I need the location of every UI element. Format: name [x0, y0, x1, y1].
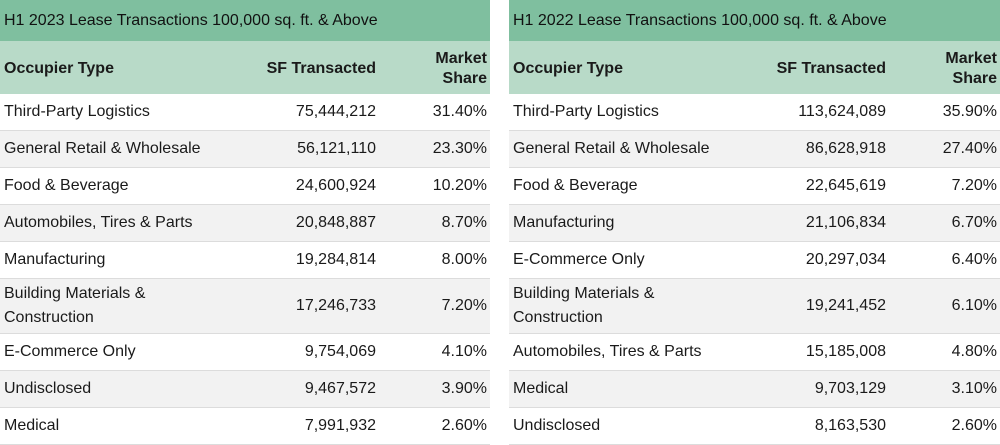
- market-share-cell: 7.20%: [951, 177, 997, 194]
- sf-transacted-cell: 9,467,572: [304, 380, 376, 397]
- table-row: Food & Beverage 24,600,924 10.20%: [0, 168, 490, 205]
- header-market-share-line2: Share: [952, 70, 997, 87]
- market-share-cell: 6.10%: [951, 297, 997, 314]
- sf-transacted-cell: 17,246,733: [295, 297, 376, 314]
- occupier-type-cell: Manufacturing: [513, 214, 615, 231]
- sf-transacted-cell: 9,703,129: [814, 380, 886, 397]
- sf-transacted-cell: 24,600,924: [295, 177, 376, 194]
- header-occupier-type: Occupier Type: [4, 60, 114, 77]
- table-title: H1 2023 Lease Transactions 100,000 sq. f…: [0, 0, 490, 41]
- occupier-type-cell: Automobiles, Tires & Parts: [4, 214, 193, 231]
- market-share-cell: 4.10%: [441, 343, 487, 360]
- table-row: Building Materials & Construction 19,241…: [509, 279, 1000, 334]
- occupier-type-cell: General Retail & Wholesale: [513, 140, 710, 157]
- occupier-type-cell: Medical: [4, 417, 60, 434]
- market-share-cell: 23.30%: [432, 140, 487, 157]
- table-row: Third-Party Logistics 113,624,089 35.90%: [509, 94, 1000, 131]
- market-share-cell: 6.70%: [951, 214, 997, 231]
- market-share-cell: 10.20%: [432, 177, 487, 194]
- header-row: Occupier Type SF Transacted Market Share: [0, 41, 490, 94]
- table-row: General Retail & Wholesale 86,628,918 27…: [509, 131, 1000, 168]
- table-row: E-Commerce Only 20,297,034 6.40%: [509, 242, 1000, 279]
- sf-transacted-cell: 86,628,918: [805, 140, 886, 157]
- header-market-share: Market Share: [945, 49, 997, 89]
- header-market-share-line1: Market: [945, 50, 997, 67]
- sf-transacted-cell: 113,624,089: [798, 103, 886, 120]
- table-row: Undisclosed 9,467,572 3.90%: [0, 371, 490, 408]
- sf-transacted-cell: 8,163,530: [814, 417, 886, 434]
- table-row: Food & Beverage 22,645,619 7.20%: [509, 168, 1000, 205]
- header-sf-transacted: SF Transacted: [776, 60, 886, 77]
- occupier-type-cell: Third-Party Logistics: [4, 103, 150, 120]
- header-row: Occupier Type SF Transacted Market Share: [509, 41, 1000, 94]
- occupier-type-cell: Building Materials & Construction: [4, 282, 145, 330]
- header-market-share: Market Share: [435, 49, 487, 89]
- market-share-cell: 3.10%: [951, 380, 997, 397]
- market-share-cell: 3.90%: [441, 380, 487, 397]
- occupier-type-cell: Automobiles, Tires & Parts: [513, 343, 702, 360]
- sf-transacted-cell: 19,241,452: [805, 297, 886, 314]
- table-row: Undisclosed 8,163,530 2.60%: [509, 408, 1000, 445]
- sf-transacted-cell: 22,645,619: [805, 177, 886, 194]
- occupier-type-line1: Building Materials &: [513, 285, 655, 302]
- table-row: Building Materials & Construction 17,246…: [0, 279, 490, 334]
- table-row: General Retail & Wholesale 56,121,110 23…: [0, 131, 490, 168]
- market-share-cell: 6.40%: [951, 251, 997, 268]
- occupier-type-cell: Food & Beverage: [513, 177, 638, 194]
- occupier-type-line2: Construction: [513, 309, 603, 326]
- market-share-cell: 2.60%: [441, 417, 487, 434]
- market-share-cell: 27.40%: [942, 140, 997, 157]
- table-row: Third-Party Logistics 75,444,212 31.40%: [0, 94, 490, 131]
- sf-transacted-cell: 75,444,212: [295, 103, 376, 120]
- h1-2023-table: H1 2023 Lease Transactions 100,000 sq. f…: [0, 0, 490, 445]
- occupier-type-cell: Medical: [513, 380, 569, 397]
- sf-transacted-cell: 7,991,932: [304, 417, 376, 434]
- table-row: Medical 9,703,129 3.10%: [509, 371, 1000, 408]
- occupier-type-cell: E-Commerce Only: [4, 343, 136, 360]
- occupier-type-cell: General Retail & Wholesale: [4, 140, 201, 157]
- occupier-type-cell: Food & Beverage: [4, 177, 129, 194]
- sf-transacted-cell: 15,185,008: [805, 343, 886, 360]
- sf-transacted-cell: 56,121,110: [297, 140, 376, 157]
- market-share-cell: 4.80%: [951, 343, 997, 360]
- occupier-type-cell: E-Commerce Only: [513, 251, 645, 268]
- table-row: Manufacturing 19,284,814 8.00%: [0, 242, 490, 279]
- table-row: Automobiles, Tires & Parts 15,185,008 4.…: [509, 334, 1000, 371]
- market-share-cell: 31.40%: [432, 103, 487, 120]
- occupier-type-cell: Undisclosed: [513, 417, 601, 434]
- sf-transacted-cell: 20,297,034: [805, 251, 886, 268]
- sf-transacted-cell: 21,106,834: [805, 214, 886, 231]
- header-sf-transacted: SF Transacted: [266, 60, 376, 77]
- occupier-type-line1: Building Materials &: [4, 285, 146, 302]
- sf-transacted-cell: 20,848,887: [295, 214, 376, 231]
- table-row: Automobiles, Tires & Parts 20,848,887 8.…: [0, 205, 490, 242]
- market-share-cell: 35.90%: [942, 103, 997, 120]
- table-row: Medical 7,991,932 2.60%: [0, 408, 490, 445]
- occupier-type-cell: Undisclosed: [4, 380, 92, 397]
- occupier-type-cell: Third-Party Logistics: [513, 103, 659, 120]
- occupier-type-line2: Construction: [4, 309, 94, 326]
- sf-transacted-cell: 9,754,069: [304, 343, 376, 360]
- market-share-cell: 8.00%: [441, 251, 487, 268]
- table-row: E-Commerce Only 9,754,069 4.10%: [0, 334, 490, 371]
- header-market-share-line2: Share: [442, 70, 487, 87]
- header-market-share-line1: Market: [435, 50, 487, 67]
- market-share-cell: 2.60%: [951, 417, 997, 434]
- market-share-cell: 7.20%: [441, 297, 487, 314]
- occupier-type-cell: Building Materials & Construction: [513, 282, 654, 330]
- sf-transacted-cell: 19,284,814: [295, 251, 376, 268]
- table-title: H1 2022 Lease Transactions 100,000 sq. f…: [509, 0, 1000, 41]
- table-row: Manufacturing 21,106,834 6.70%: [509, 205, 1000, 242]
- occupier-type-cell: Manufacturing: [4, 251, 106, 268]
- h1-2022-table: H1 2022 Lease Transactions 100,000 sq. f…: [509, 0, 1000, 445]
- header-occupier-type: Occupier Type: [513, 60, 623, 77]
- market-share-cell: 8.70%: [441, 214, 487, 231]
